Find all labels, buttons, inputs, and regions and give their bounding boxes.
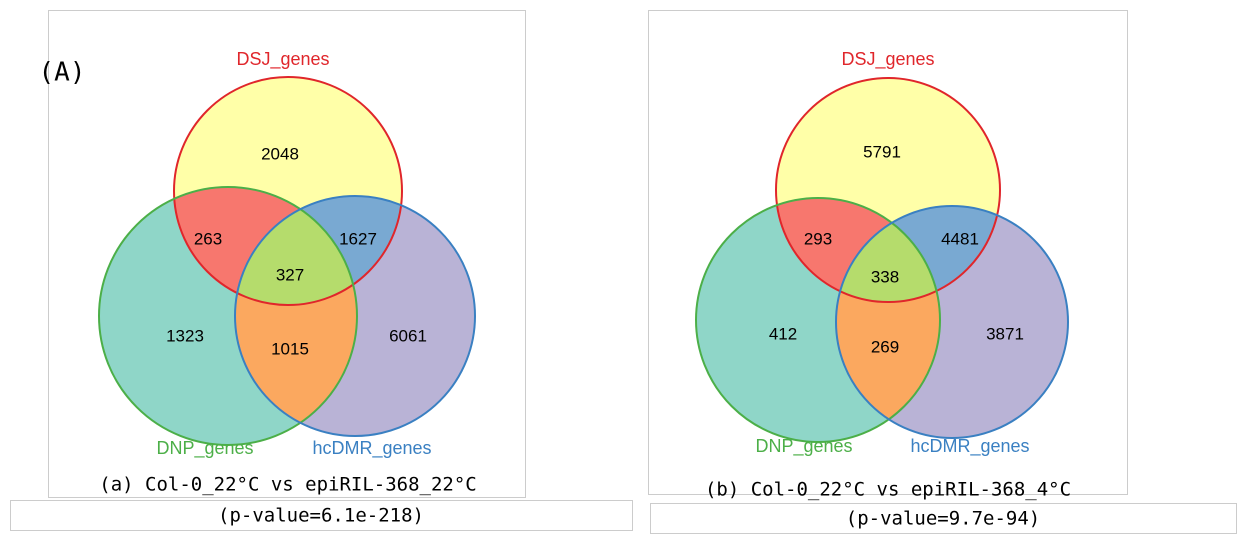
region-count: 1323 [166, 326, 204, 345]
region-count: 327 [276, 265, 304, 284]
set-outline [835, 205, 1069, 439]
set-label: DSJ_genes [841, 49, 934, 70]
region-count: 338 [871, 267, 899, 286]
set-outline [173, 76, 403, 306]
region-count: 3871 [986, 324, 1024, 343]
p-value: (p-value=6.1e-218) [218, 505, 424, 527]
set-outline [695, 197, 941, 443]
set-label: hcDMR_genes [312, 438, 431, 459]
set-outline [98, 186, 358, 446]
region-count: 6061 [389, 326, 427, 345]
set-outline [234, 195, 476, 437]
set-label: DSJ_genes [236, 49, 329, 70]
venn: 2048 263 1627 327 1323 1015 6061 DSJ_genes DNP_g… [98, 49, 477, 527]
panel-frame [648, 10, 1128, 495]
region-count: 5791 [863, 142, 901, 161]
region-count: 269 [871, 337, 899, 356]
set-label: hcDMR_genes [910, 436, 1029, 457]
venn: 5791 293 4481 338 412 269 3871 DSJ_genes DNP_gen… [695, 49, 1071, 530]
region-count: 1015 [271, 339, 309, 358]
region-count: 2048 [261, 144, 299, 163]
p-value: (p-value=9.7e-94) [846, 508, 1040, 530]
region [235, 196, 357, 305]
panel-frame [48, 10, 526, 498]
set-label: DNP_genes [755, 436, 852, 457]
caption: (b) Col-0_22°C vs epiRIL-368_4°C [705, 479, 1071, 501]
set-label: DNP_genes [156, 438, 253, 459]
region-count: 293 [804, 229, 832, 248]
caption-box [10, 500, 633, 531]
set-outline [775, 77, 1001, 303]
region-count: 4481 [941, 229, 979, 248]
region-count: 1627 [339, 229, 377, 248]
region-count: 263 [194, 229, 222, 248]
caption: (a) Col-0_22°C vs epiRIL-368_22°C [99, 474, 477, 496]
region [836, 206, 940, 302]
region-count: 412 [769, 324, 797, 343]
figure-label: (A) [39, 58, 86, 88]
